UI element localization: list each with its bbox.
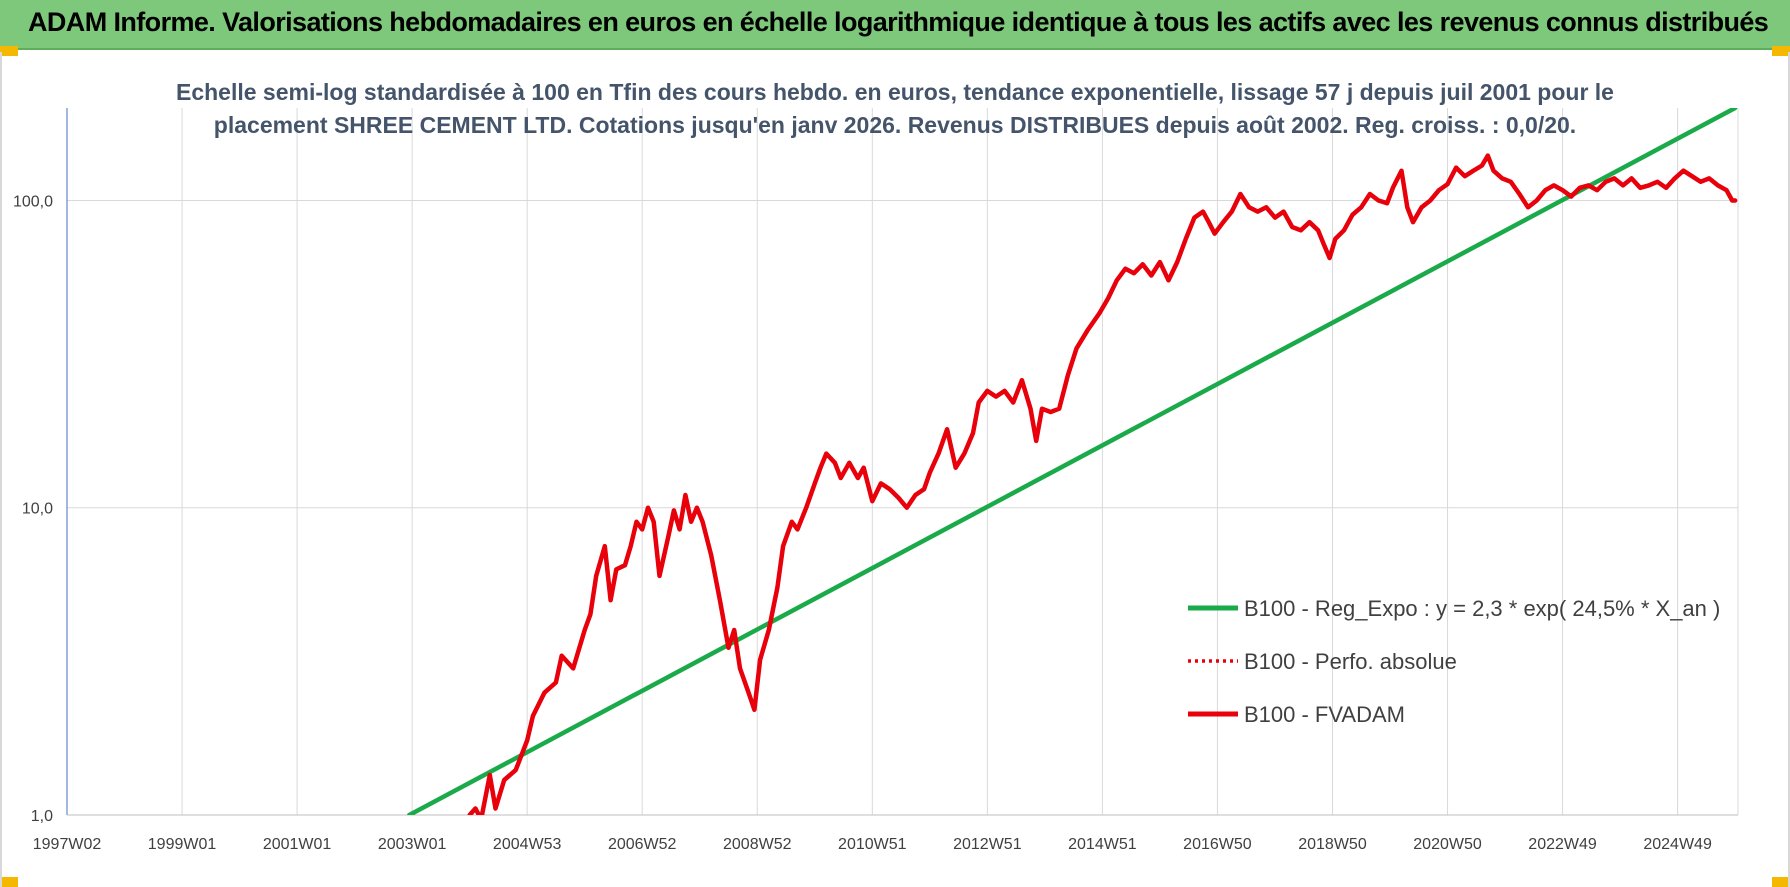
x-tick-label: 2003W01 (378, 836, 447, 853)
chart-frame (0, 52, 1790, 887)
y-tick-label: 100,0 (13, 193, 53, 210)
x-tick-label: 1997W02 (33, 836, 102, 853)
corner-marker (1772, 46, 1790, 56)
grid-lines (66, 108, 1739, 816)
x-tick-label: 2012W51 (953, 836, 1022, 853)
series-line-0 (407, 108, 1738, 815)
x-tick-label: 2010W51 (838, 836, 907, 853)
x-tick-label: 2008W52 (723, 836, 792, 853)
x-tick-label: 2018W50 (1298, 836, 1367, 853)
corner-marker (0, 46, 18, 56)
x-tick-label: 2024W49 (1643, 836, 1712, 853)
legend-label: B100 - Reg_Expo : y = 2,3 * exp( 24,5% *… (1244, 596, 1720, 621)
x-tick-label: 2020W50 (1413, 836, 1482, 853)
x-tick-label: 2001W01 (263, 836, 332, 853)
chart-title-line-2: placement SHREE CEMENT LTD. Cotations ju… (214, 112, 1576, 138)
legend: B100 - Reg_Expo : y = 2,3 * exp( 24,5% *… (1188, 596, 1720, 727)
x-tick-label: 1999W01 (148, 836, 217, 853)
corner-marker (1772, 877, 1790, 887)
series-layer (407, 108, 1738, 815)
chart-title-line-1: Echelle semi-log standardisée à 100 en T… (176, 79, 1614, 105)
header-banner: ADAM Informe. Valorisations hebdomadaire… (0, 0, 1790, 50)
corner-marker (0, 877, 18, 887)
y-tick-labels: 1,0 10,0 100,0 (13, 193, 53, 825)
report-title: ADAM Informe. Valorisations hebdomadaire… (28, 7, 1769, 37)
legend-label: B100 - Perfo. absolue (1244, 649, 1457, 674)
x-tick-label: 2022W49 (1528, 836, 1597, 853)
x-tick-label: 2006W52 (608, 836, 677, 853)
x-tick-labels: 1997W02 1999W01 2001W01 2003W01 2004W53 2006W… (33, 836, 1712, 853)
x-tick-label: 2014W51 (1068, 836, 1137, 853)
x-tick-label: 2016W50 (1183, 836, 1252, 853)
legend-label: B100 - FVADAM (1244, 702, 1405, 727)
x-tick-label: 2004W53 (493, 836, 562, 853)
y-tick-label: 10,0 (22, 501, 53, 518)
y-tick-label: 1,0 (31, 808, 53, 825)
series-line-2 (467, 153, 1738, 815)
